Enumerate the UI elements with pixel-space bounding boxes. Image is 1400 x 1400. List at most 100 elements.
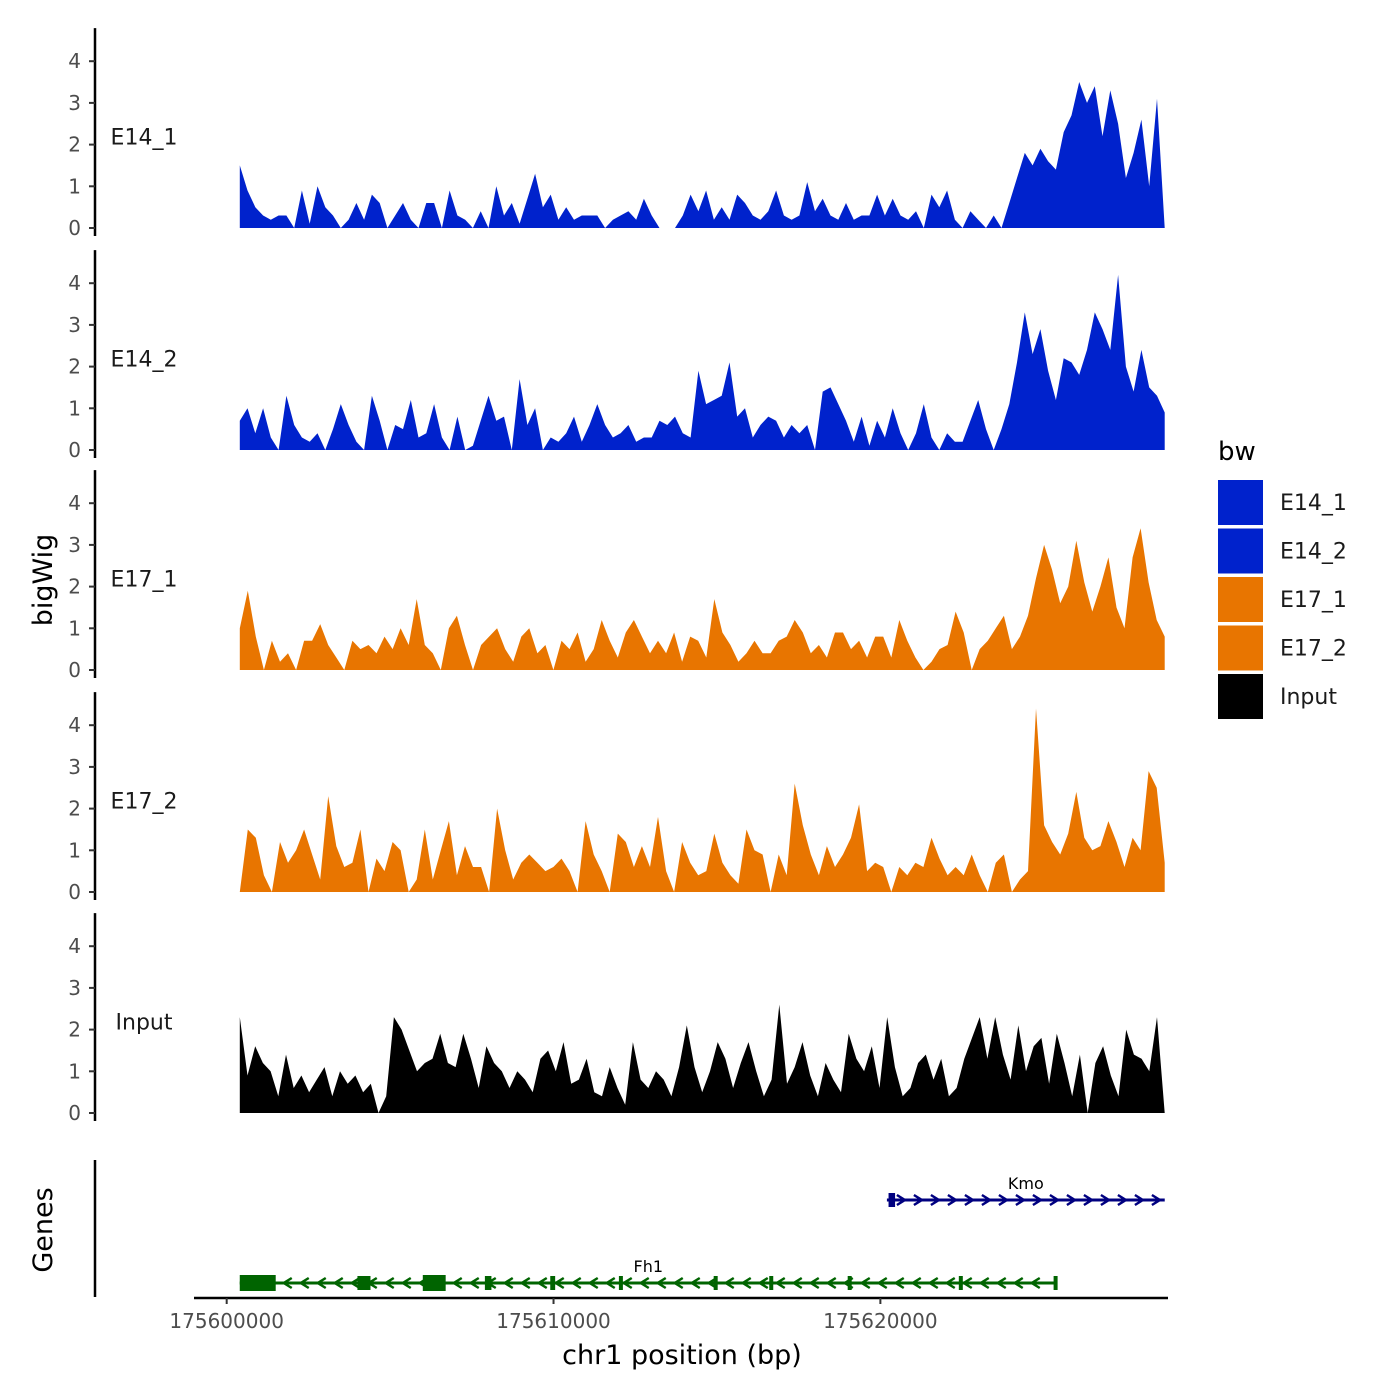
strand-arrow <box>621 1276 633 1290</box>
strand-arrow <box>808 1276 820 1290</box>
y-tick-label: 3 <box>68 976 81 1000</box>
strand-arrow <box>757 1276 769 1290</box>
legend-title: bw <box>1218 437 1256 467</box>
y-tick-label: 3 <box>68 755 81 779</box>
legend-label: E17_2 <box>1280 637 1347 662</box>
track-label: E17_2 <box>111 789 178 814</box>
signal-area-Input <box>239 1004 1165 1113</box>
gene-label: Fh1 <box>634 1257 664 1276</box>
legend: bw E14_1 E14_2 E17_1 E17_2 Input <box>1218 437 1347 719</box>
y-tick-label: 1 <box>68 616 81 640</box>
strand-arrow <box>519 1276 531 1290</box>
legend-swatch-E17_2 <box>1218 625 1263 671</box>
strand-arrow <box>1117 1193 1129 1207</box>
track-E14_2: 0 1 2 3 4 E14_2 <box>68 250 1165 462</box>
track-label: E14_2 <box>111 347 178 372</box>
strand-arrow <box>910 1276 922 1290</box>
track-label: E14_1 <box>111 125 178 150</box>
strand-arrow <box>947 1193 959 1207</box>
strand-arrow <box>774 1276 786 1290</box>
strand-arrow <box>1066 1193 1078 1207</box>
exon <box>422 1275 446 1291</box>
strand-arrow <box>876 1276 888 1290</box>
y-tick-label: 3 <box>68 91 81 115</box>
y-tick-label: 4 <box>68 713 81 737</box>
strand-arrow <box>944 1276 956 1290</box>
strand-arrow <box>1151 1193 1163 1207</box>
exon <box>618 1276 623 1290</box>
y-tick-label: 4 <box>68 491 81 515</box>
strand-arrow <box>723 1276 735 1290</box>
y-tick-label: 2 <box>68 575 81 599</box>
gene-Kmo: Kmo <box>886 1174 1165 1207</box>
gene-label: Kmo <box>1008 1174 1044 1193</box>
x-tick-label: 175600000 <box>169 1309 284 1333</box>
y-tick-label: 2 <box>68 133 81 157</box>
strand-arrow <box>655 1276 667 1290</box>
strand-arrow <box>1012 1276 1024 1290</box>
strand-arrow <box>638 1276 650 1290</box>
strand-arrow <box>315 1276 327 1290</box>
legend-label: E14_1 <box>1280 491 1347 516</box>
y-tick-label: 0 <box>68 658 81 682</box>
signal-area-E14_2 <box>239 274 1165 450</box>
gene-track-title: Genes <box>28 1187 59 1272</box>
x-tick-label: 175620000 <box>823 1309 938 1333</box>
legend-swatch-E14_1 <box>1218 480 1263 525</box>
strand-arrow <box>1032 1193 1044 1207</box>
legend-swatch-E17_1 <box>1218 577 1263 622</box>
exon <box>769 1276 774 1290</box>
strand-arrow <box>978 1276 990 1290</box>
strand-arrow <box>740 1276 752 1290</box>
strand-arrow <box>604 1276 616 1290</box>
y-tick-label: 4 <box>68 49 81 73</box>
y-tick-label: 2 <box>68 797 81 821</box>
track-E14_1: 0 1 2 3 4 E14_1 <box>68 28 1165 240</box>
exon <box>550 1276 556 1290</box>
track-label: E17_1 <box>111 567 178 592</box>
legend-label: Input <box>1280 685 1337 710</box>
exon <box>958 1276 963 1290</box>
y-tick-label: 2 <box>68 355 81 379</box>
signal-area-E17_1 <box>239 528 1165 670</box>
strand-arrow <box>451 1276 463 1290</box>
y-tick-label: 3 <box>68 533 81 557</box>
y-axis-title: bigWig <box>28 534 59 627</box>
exon <box>357 1276 371 1290</box>
y-tick-label: 3 <box>68 313 81 337</box>
strand-arrow <box>553 1276 565 1290</box>
strand-arrow <box>400 1276 412 1290</box>
strand-arrow <box>1015 1193 1027 1207</box>
y-tick-label: 0 <box>68 216 81 240</box>
strand-arrow <box>981 1193 993 1207</box>
exon <box>1053 1276 1058 1290</box>
strand-arrow <box>1049 1193 1061 1207</box>
exon <box>239 1275 276 1291</box>
strand-arrow <box>502 1276 514 1290</box>
strand-arrow <box>468 1276 480 1290</box>
legend-swatch-Input <box>1218 674 1263 719</box>
strand-arrow <box>672 1276 684 1290</box>
legend-label: E14_2 <box>1280 540 1347 565</box>
exon <box>847 1276 852 1290</box>
strand-arrow <box>930 1193 942 1207</box>
strand-arrow <box>1100 1193 1112 1207</box>
y-tick-label: 4 <box>68 934 81 958</box>
strand-arrow <box>570 1276 582 1290</box>
strand-arrow <box>859 1276 871 1290</box>
strand-arrow <box>298 1276 310 1290</box>
strand-arrow <box>587 1276 599 1290</box>
strand-arrow <box>995 1276 1007 1290</box>
signal-area-E17_2 <box>239 708 1165 892</box>
track-E17_1: 0 1 2 3 4 E17_1 <box>68 470 1165 682</box>
legend-swatch-E14_2 <box>1218 528 1263 574</box>
strand-arrow <box>281 1276 293 1290</box>
y-tick-label: 0 <box>68 880 81 904</box>
strand-arrow <box>913 1193 925 1207</box>
strand-arrow <box>536 1276 548 1290</box>
y-tick-label: 1 <box>68 838 81 862</box>
legend-label: E17_1 <box>1280 588 1347 613</box>
gene-track: Kmo Fh1 <box>93 1160 1165 1297</box>
track-E17_2: 0 1 2 3 4 E17_2 <box>68 692 1165 904</box>
